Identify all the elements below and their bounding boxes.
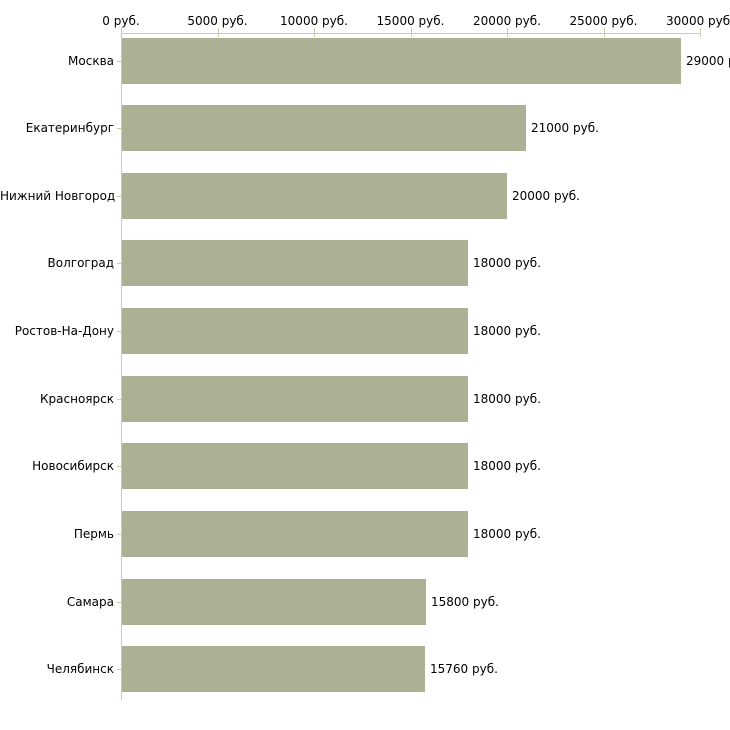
category-tick [117, 128, 121, 130]
category-tick [117, 60, 121, 62]
value-label: 18000 руб. [473, 256, 541, 271]
value-label: 20000 руб. [512, 188, 580, 203]
value-label: 18000 руб. [473, 391, 541, 406]
x-axis-tick [700, 28, 701, 37]
value-label: 18000 руб. [473, 459, 541, 474]
bar [122, 308, 468, 355]
x-axis-tick-label: 30000 руб. [666, 14, 730, 28]
value-label: 18000 руб. [473, 527, 541, 542]
x-axis-tick [121, 28, 122, 37]
value-label: 29000 руб. [686, 53, 730, 68]
category-tick [117, 195, 121, 197]
bar [122, 240, 468, 287]
x-axis-tick [507, 28, 508, 37]
category-label: Пермь [73, 527, 114, 542]
category-label: Нижний Новгород [0, 188, 116, 203]
value-label: 18000 руб. [473, 324, 541, 339]
category-label: Волгоград [47, 256, 114, 271]
category-label: Челябинск [46, 662, 114, 677]
category-label: Самара [66, 594, 114, 609]
x-axis-tick-label: 25000 руб. [569, 14, 638, 28]
category-tick [117, 398, 121, 400]
category-tick [117, 331, 121, 333]
x-axis-tick [410, 28, 412, 37]
category-tick [117, 263, 121, 265]
bar [122, 375, 468, 422]
y-axis-line [121, 33, 122, 700]
category-tick [117, 534, 121, 536]
x-axis-tick [314, 28, 315, 37]
category-label: Ростов-На-Дону [14, 324, 114, 339]
bar [122, 578, 426, 625]
category-tick [117, 669, 121, 671]
x-axis-tick-label: 5000 руб. [187, 14, 248, 28]
category-label: Екатеринбург [25, 121, 114, 136]
value-label: 15760 руб. [430, 662, 498, 677]
category-label: Новосибирск [32, 459, 114, 474]
x-axis-tick-label: 10000 руб. [280, 14, 348, 28]
value-label: 15800 руб. [431, 594, 499, 609]
bar [122, 37, 681, 84]
category-label: Красноярск [40, 391, 114, 406]
x-axis-tick-label: 20000 руб. [473, 14, 541, 28]
x-axis-tick-label: 0 руб. [102, 14, 140, 28]
category-label: Москва [68, 53, 114, 68]
bar [122, 105, 526, 152]
category-tick [117, 466, 121, 468]
bar [122, 172, 507, 219]
x-axis-tick [603, 28, 605, 37]
bar [122, 443, 468, 490]
x-axis-tick-label: 15000 руб. [376, 14, 445, 28]
value-label: 21000 руб. [531, 121, 599, 136]
bar [122, 646, 425, 693]
category-tick [117, 601, 121, 603]
bar [122, 511, 468, 558]
x-axis-tick [217, 28, 219, 37]
